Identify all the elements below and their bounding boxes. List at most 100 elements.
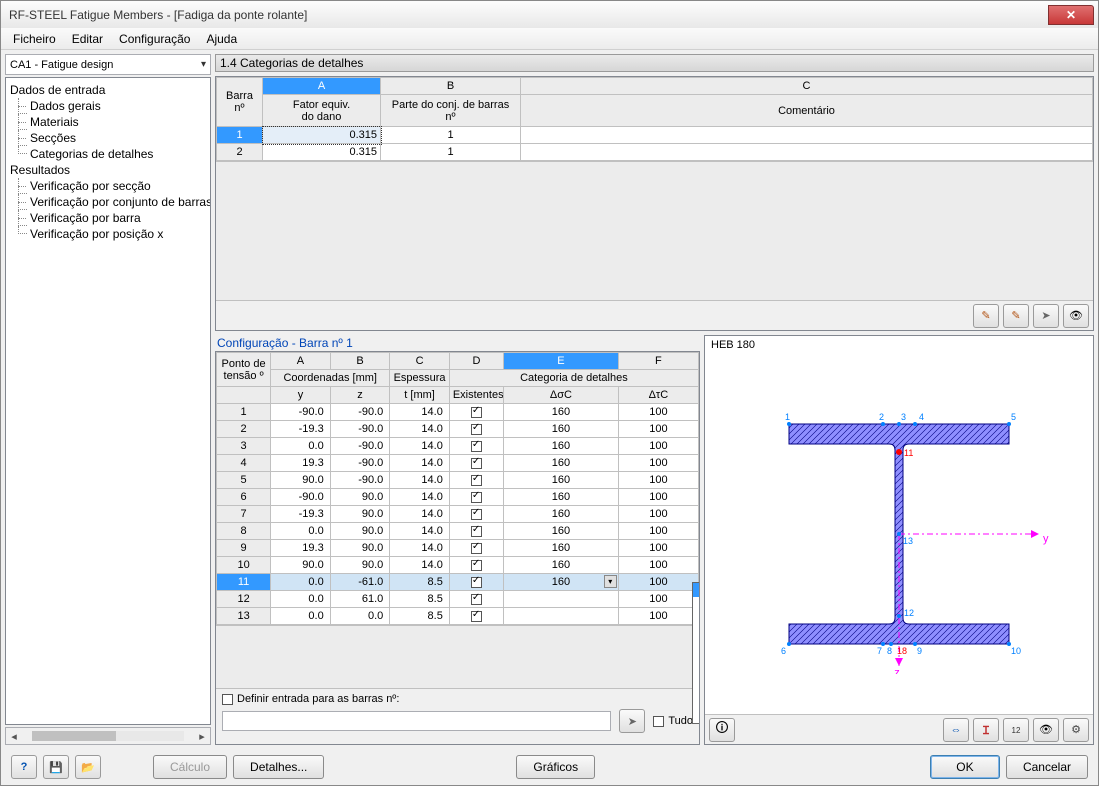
help-button[interactable] [11, 755, 37, 779]
dropdown-item[interactable]: 56 [693, 709, 700, 723]
menu-configuracao[interactable]: Configuração [111, 30, 198, 48]
save-button-icon[interactable] [43, 755, 69, 779]
cfg-col-d[interactable]: D [449, 353, 503, 370]
top-grid-col-a[interactable]: A [263, 78, 381, 95]
existentes-checkbox[interactable] [471, 492, 482, 503]
preview-values-btn[interactable] [1003, 718, 1029, 742]
preview-canvas[interactable]: y z 1 2 3 4 5 11 [705, 354, 1093, 714]
cfg-row[interactable]: 110.0-61.08.5160▾100 [217, 574, 699, 591]
tree-node-dados-entrada[interactable]: Dados de entrada [8, 82, 208, 98]
pencil-icon [1011, 309, 1020, 322]
dropdown-item[interactable]: 80 [693, 667, 700, 681]
grid-btn-pick[interactable] [1033, 304, 1059, 328]
calculo-button[interactable]: Cálculo [153, 755, 227, 779]
cfg-col-f[interactable]: F [618, 353, 698, 370]
preview-eye-btn[interactable] [1033, 718, 1059, 742]
scroll-thumb[interactable] [32, 731, 116, 741]
tree-hscroll[interactable]: ◂ ▸ [5, 727, 211, 745]
grid-btn-1[interactable] [973, 304, 999, 328]
cfg-row[interactable]: 1090.090.014.0160100 [217, 557, 699, 574]
cfg-col-b[interactable]: B [330, 353, 390, 370]
define-members-input[interactable] [222, 711, 611, 731]
dropdown-item[interactable]: 90 [693, 653, 700, 667]
dropdown-item[interactable]: 125 [693, 611, 700, 625]
preview-section-btn[interactable] [973, 718, 999, 742]
existentes-checkbox[interactable] [471, 475, 482, 486]
cfg-col-c[interactable]: C [390, 353, 450, 370]
svg-text:4: 4 [919, 412, 924, 422]
grid-btn-view[interactable] [1063, 304, 1089, 328]
detalhes-button[interactable]: Detalhes... [233, 755, 324, 779]
existentes-checkbox[interactable] [471, 441, 482, 452]
cfg-row[interactable]: 120.061.08.5100 [217, 591, 699, 608]
menu-ficheiro[interactable]: Ficheiro [5, 30, 64, 48]
existentes-checkbox[interactable] [471, 458, 482, 469]
cfg-col-e[interactable]: E [504, 353, 619, 370]
define-checkbox[interactable] [222, 694, 233, 705]
cfg-row[interactable]: 1-90.0-90.014.0160100 [217, 404, 699, 421]
tree-node-resultados[interactable]: Resultados [8, 162, 208, 178]
top-grid-col-b[interactable]: B [381, 78, 521, 95]
dsc-dropdown[interactable]: 1601401251121009080716356 ▴ ▾ [692, 582, 700, 724]
tree-item-verif-conjunto[interactable]: Verificação por conjunto de barras [8, 194, 208, 210]
cfg-row[interactable]: 590.0-90.014.0160100 [217, 472, 699, 489]
tudo-label[interactable]: Tudo [653, 715, 693, 727]
scroll-right-arrow[interactable]: ▸ [196, 730, 208, 743]
cfg-row[interactable]: 7-19.390.014.0160100 [217, 506, 699, 523]
existentes-checkbox[interactable] [471, 407, 482, 418]
tudo-checkbox[interactable] [653, 716, 664, 727]
preview-print-btn[interactable] [1063, 718, 1089, 742]
tree-item-categorias[interactable]: Categorias de detalhes [8, 146, 208, 162]
tree-item-materiais[interactable]: Materiais [8, 114, 208, 130]
ok-button[interactable]: OK [930, 755, 1000, 779]
cfg-col-a[interactable]: A [271, 353, 331, 370]
dsc-cell-active[interactable]: 160▾ [504, 574, 619, 591]
dropdown-item[interactable]: 160 [693, 583, 700, 597]
tree-item-dados-gerais[interactable]: Dados gerais [8, 98, 208, 114]
existentes-checkbox[interactable] [471, 543, 482, 554]
grid-btn-2[interactable] [1003, 304, 1029, 328]
dim-icon [951, 724, 962, 736]
graficos-button[interactable]: Gráficos [516, 755, 595, 779]
preview-info-btn[interactable] [709, 718, 735, 742]
define-pick-btn[interactable] [619, 709, 645, 733]
define-checkbox-label[interactable]: Definir entrada para as barras nº: [222, 693, 693, 705]
chevron-down-icon[interactable]: ▾ [604, 575, 617, 588]
cfg-row[interactable]: 6-90.090.014.0160100 [217, 489, 699, 506]
cfg-row[interactable]: 2-19.3-90.014.0160100 [217, 421, 699, 438]
menu-editar[interactable]: Editar [64, 30, 111, 48]
tree-item-verif-barra[interactable]: Verificação por barra [8, 210, 208, 226]
values-icon [1012, 724, 1021, 736]
existentes-checkbox[interactable] [471, 577, 482, 588]
svg-text:13: 13 [903, 536, 913, 546]
scroll-left-arrow[interactable]: ◂ [8, 730, 20, 743]
dropdown-item[interactable]: 71 [693, 681, 700, 695]
top-grid-col-c[interactable]: C [521, 78, 1093, 95]
existentes-checkbox[interactable] [471, 594, 482, 605]
existentes-checkbox[interactable] [471, 526, 482, 537]
dropdown-item[interactable]: 112 [693, 625, 700, 639]
cfg-row[interactable]: 30.0-90.014.0160100 [217, 438, 699, 455]
dropdown-item[interactable]: 63 [693, 695, 700, 709]
existentes-checkbox[interactable] [471, 424, 482, 435]
preview-dim-btn[interactable] [943, 718, 969, 742]
cfg-row[interactable]: 130.00.08.5100 [217, 608, 699, 625]
tree-item-verif-seccao[interactable]: Verificação por secção [8, 178, 208, 194]
nav-tree[interactable]: Dados de entrada Dados gerais Materiais … [5, 77, 211, 725]
cfg-row[interactable]: 419.3-90.014.0160100 [217, 455, 699, 472]
close-button[interactable]: ✕ [1048, 5, 1094, 25]
menu-ajuda[interactable]: Ajuda [198, 30, 245, 48]
help-icon [21, 761, 28, 773]
existentes-checkbox[interactable] [471, 509, 482, 520]
existentes-checkbox[interactable] [471, 611, 482, 622]
cancelar-button[interactable]: Cancelar [1006, 755, 1088, 779]
existentes-checkbox[interactable] [471, 560, 482, 571]
case-combo[interactable]: CA1 - Fatigue design [5, 54, 211, 75]
dropdown-item[interactable]: 140 [693, 597, 700, 611]
tree-item-verif-posicao[interactable]: Verificação por posição x [8, 226, 208, 242]
cfg-row[interactable]: 80.090.014.0160100 [217, 523, 699, 540]
dropdown-item[interactable]: 100 [693, 639, 700, 653]
tree-item-seccoes[interactable]: Secções [8, 130, 208, 146]
open-button-icon[interactable] [75, 755, 101, 779]
cfg-row[interactable]: 919.390.014.0160100 [217, 540, 699, 557]
